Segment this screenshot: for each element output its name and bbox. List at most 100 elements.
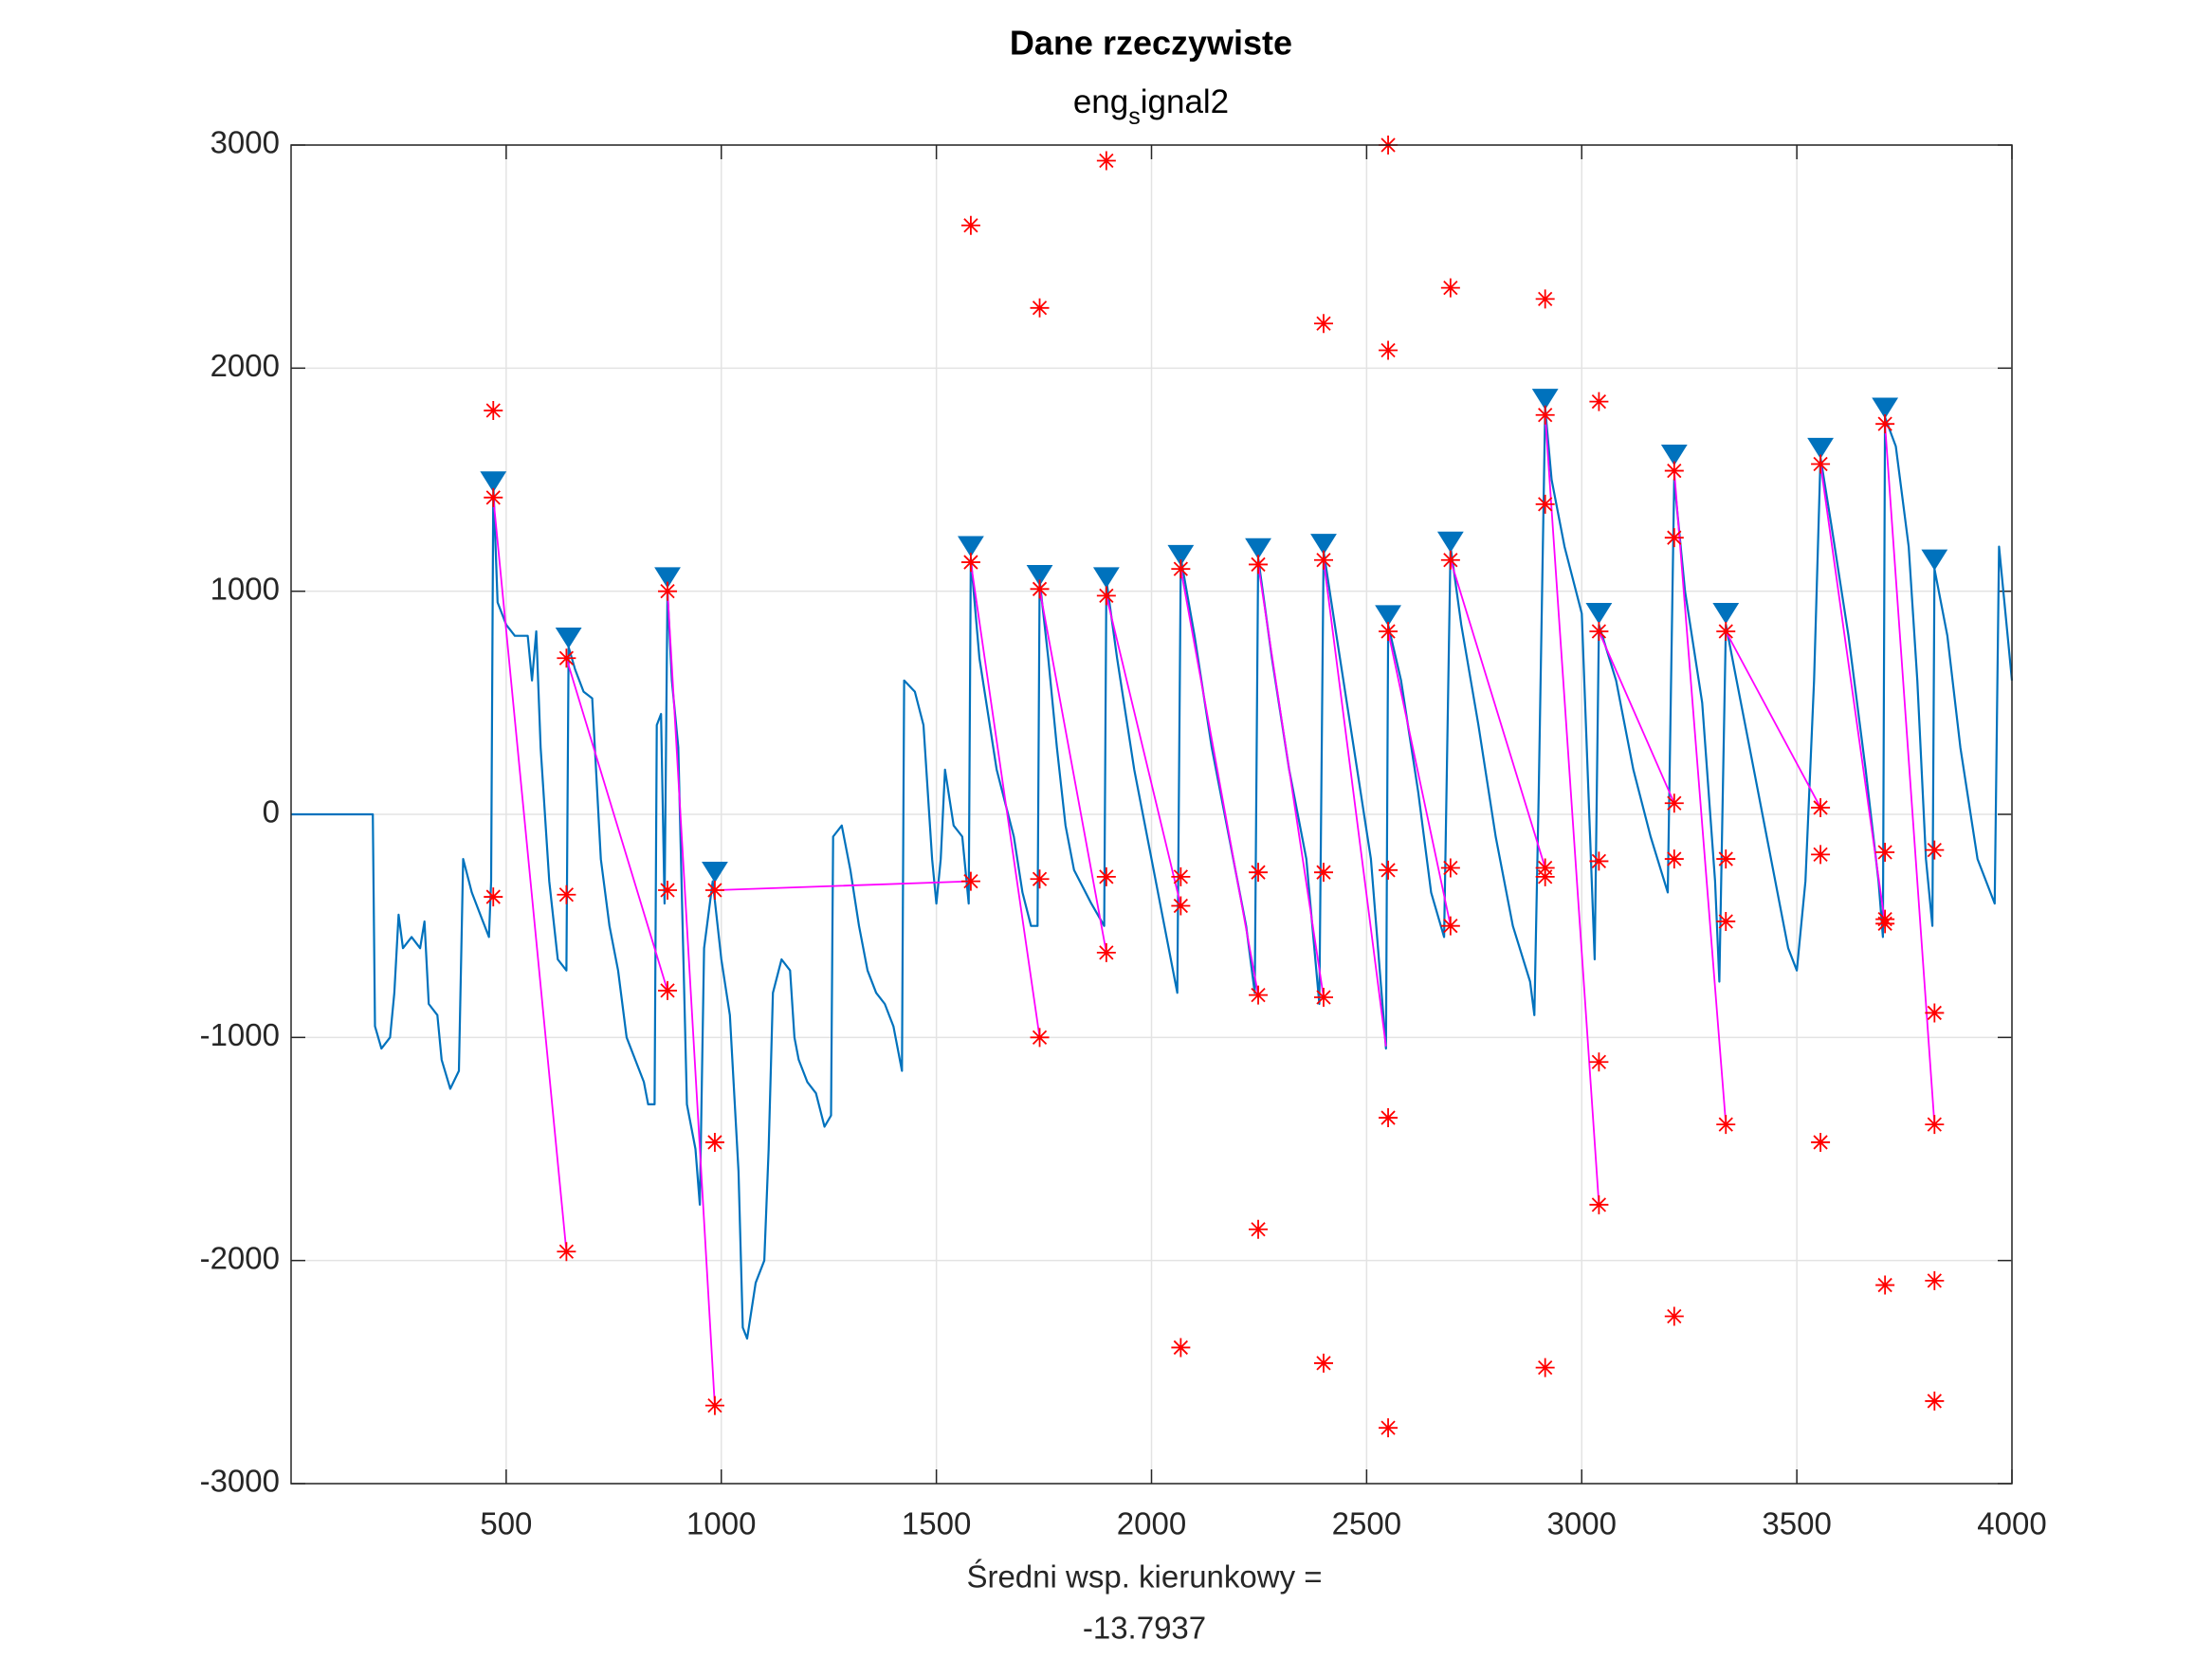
- point-marker: [1249, 863, 1269, 883]
- x-tick-label: 4000: [1977, 1506, 2046, 1541]
- peak-marker: [1660, 444, 1688, 466]
- point-marker: [1925, 1270, 1945, 1290]
- peak-marker: [1092, 567, 1120, 589]
- point-marker: [1249, 985, 1269, 1005]
- peak-marker: [702, 862, 728, 884]
- x-tick-label: 1500: [902, 1506, 971, 1541]
- point-marker: [960, 871, 980, 891]
- point-marker: [1589, 1194, 1609, 1214]
- point-marker: [1589, 622, 1609, 642]
- peak-marker: [1872, 397, 1899, 419]
- peak-marker: [1807, 437, 1834, 460]
- point-marker: [1925, 1115, 1945, 1135]
- plot-frame: [290, 144, 2013, 1485]
- point-marker: [1440, 278, 1460, 298]
- point-marker: [1664, 461, 1684, 481]
- point-marker: [704, 1395, 724, 1415]
- data-line: [492, 414, 1936, 1406]
- point-marker: [1589, 851, 1609, 871]
- point-marker: [484, 401, 503, 421]
- peak-marker: [1712, 603, 1740, 625]
- point-marker: [1875, 1275, 1895, 1295]
- point-marker: [1664, 1306, 1684, 1326]
- point-marker: [1535, 289, 1555, 309]
- x-tick-label: 1000: [686, 1506, 756, 1541]
- point-marker: [1314, 987, 1333, 1007]
- point-marker: [557, 1242, 576, 1262]
- point-marker: [1716, 1115, 1736, 1135]
- point-marker: [1716, 622, 1736, 642]
- point-marker: [960, 553, 980, 573]
- point-marker: [1535, 866, 1555, 886]
- point-marker: [1030, 298, 1050, 318]
- point-marker: [1589, 1052, 1609, 1072]
- peak-marker: [1531, 389, 1559, 410]
- point-marker: [1096, 866, 1116, 886]
- point-marker: [1314, 863, 1333, 883]
- peak-marker: [1585, 603, 1613, 625]
- point-marker: [1664, 528, 1684, 548]
- point-marker: [658, 980, 678, 1000]
- point-marker: [1171, 1338, 1191, 1358]
- peak-marker: [1921, 549, 1948, 571]
- point-marker: [1875, 914, 1895, 934]
- x-tick-label: 500: [480, 1506, 532, 1541]
- x-tick-label: 2500: [1332, 1506, 1401, 1541]
- peak-marker: [1375, 605, 1401, 627]
- point-marker: [1875, 843, 1895, 863]
- point-marker: [484, 887, 503, 907]
- y-tick-label: 1000: [210, 571, 280, 606]
- point-marker: [1171, 559, 1191, 579]
- point-marker: [1925, 1003, 1945, 1023]
- peak-marker: [1026, 565, 1053, 587]
- point-marker: [1171, 896, 1191, 916]
- x-tick-label: 2000: [1117, 1506, 1186, 1541]
- x-axis-label: -13.7937: [1083, 1611, 1206, 1646]
- peak-marker: [958, 536, 984, 557]
- point-marker: [484, 487, 503, 507]
- peak-marker: [480, 471, 507, 493]
- point-marker: [1379, 1108, 1398, 1128]
- peak-marker: [654, 567, 681, 589]
- point-marker: [1440, 550, 1460, 570]
- point-marker: [1030, 869, 1050, 889]
- point-marker: [1440, 858, 1460, 878]
- point-marker: [1664, 793, 1684, 813]
- subtitle-part: ignal2: [1141, 83, 1229, 120]
- point-marker: [1875, 414, 1895, 434]
- subtitle-part: eng: [1073, 83, 1128, 120]
- x-tick-label: 3000: [1547, 1506, 1617, 1541]
- point-marker: [1811, 1132, 1831, 1152]
- point-marker: [1096, 586, 1116, 606]
- chart-subtitle: engsignal2: [1073, 83, 1229, 129]
- y-tick-label: -2000: [200, 1240, 280, 1275]
- peak-marker: [1436, 531, 1464, 553]
- point-marker: [1811, 797, 1831, 817]
- point-marker: [1535, 1358, 1555, 1377]
- point-marker: [1589, 392, 1609, 411]
- point-marker: [1716, 911, 1736, 931]
- point-marker: [1925, 840, 1945, 860]
- chart-title: Dane rzeczywiste: [1010, 24, 1292, 63]
- point-marker: [1314, 314, 1333, 334]
- y-tick-label: -1000: [200, 1017, 280, 1052]
- point-marker: [557, 884, 576, 904]
- point-marker: [1171, 866, 1191, 886]
- y-tick-label: 0: [263, 794, 280, 830]
- point-marker: [1096, 151, 1116, 171]
- point-marker: [704, 881, 724, 901]
- point-marker: [1811, 454, 1831, 474]
- point-marker: [1379, 860, 1398, 880]
- point-marker: [1314, 550, 1333, 570]
- point-marker: [1249, 555, 1269, 574]
- point-marker: [704, 1132, 724, 1152]
- point-marker: [1535, 405, 1555, 425]
- point-marker: [960, 215, 980, 235]
- point-marker: [1379, 1418, 1398, 1438]
- point-marker: [1716, 849, 1736, 869]
- point-marker: [1440, 916, 1460, 936]
- point-marker: [1925, 1391, 1945, 1411]
- point-marker: [557, 648, 576, 668]
